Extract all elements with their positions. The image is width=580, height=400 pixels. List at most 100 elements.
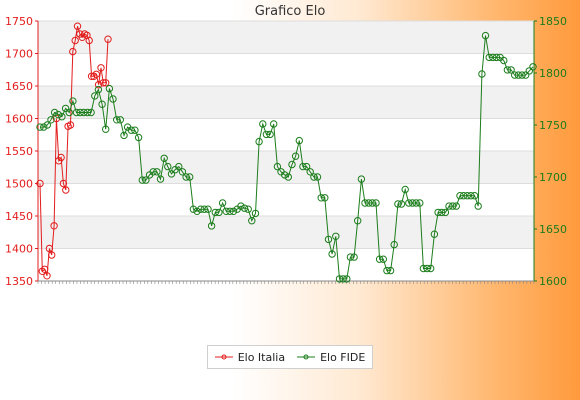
- data-point-elo-fide: [244, 205, 252, 213]
- data-point-elo-fide: [416, 199, 424, 207]
- data-point-elo-fide: [61, 104, 70, 113]
- data-point-elo-fide: [102, 125, 110, 133]
- data-point-elo-fide: [511, 71, 519, 79]
- data-point-elo-italia: [41, 265, 49, 273]
- data-point-elo-fide: [36, 123, 44, 131]
- data-point-elo-fide: [350, 253, 358, 261]
- data-point-elo-italia: [45, 244, 54, 253]
- data-point-elo-fide: [423, 264, 431, 273]
- data-point-elo-italia: [59, 179, 68, 188]
- data-point-elo-fide: [441, 208, 450, 217]
- data-point-elo-italia: [104, 35, 112, 43]
- data-point-elo-fide: [503, 66, 512, 74]
- data-point-elo-fide: [310, 173, 318, 181]
- data-point-elo-italia: [48, 251, 56, 259]
- data-point-elo-fide: [401, 185, 409, 194]
- y-left-tick-label: 1700: [5, 48, 33, 61]
- data-point-elo-fide: [317, 194, 325, 202]
- y-left-tick-label: 1650: [5, 80, 33, 93]
- data-point-elo-fide: [456, 192, 464, 200]
- data-point-elo-fide: [408, 199, 417, 207]
- data-point-elo-fide: [127, 126, 136, 134]
- y-left-tick-label: 1350: [5, 275, 33, 288]
- data-point-elo-fide: [116, 116, 125, 124]
- data-point-elo-italia: [50, 222, 58, 230]
- data-point-elo-fide: [211, 208, 220, 217]
- data-point-elo-fide: [50, 108, 59, 117]
- y-right-tick-label: 1850: [539, 15, 567, 28]
- data-point-elo-fide: [215, 208, 223, 217]
- data-point-elo-italia: [94, 81, 103, 89]
- data-point-elo-fide: [120, 131, 128, 140]
- data-point-elo-fide: [507, 66, 515, 74]
- y-right-tick-label: 1700: [539, 171, 567, 184]
- chart-title: Grafico Elo: [254, 4, 326, 19]
- data-point-elo-fide: [270, 120, 278, 128]
- data-point-elo-fide: [394, 200, 402, 208]
- data-point-elo-fide: [65, 108, 73, 117]
- data-point-elo-fide: [438, 208, 446, 217]
- data-point-elo-italia: [85, 36, 93, 45]
- data-point-elo-fide: [134, 133, 143, 142]
- data-point-elo-fide: [186, 173, 194, 181]
- legend-label-elo-fide: Elo FIDE: [320, 350, 366, 364]
- data-point-elo-fide: [255, 137, 263, 146]
- data-point-elo-fide: [383, 266, 391, 275]
- data-point-elo-fide: [218, 199, 227, 207]
- data-point-elo-fide: [313, 173, 322, 181]
- data-point-elo-italia: [43, 272, 51, 280]
- data-point-elo-fide: [343, 275, 351, 283]
- data-point-elo-fide: [386, 266, 395, 275]
- data-point-elo-fide: [397, 200, 406, 208]
- chart-legend: Elo Italia Elo FIDE: [207, 345, 373, 369]
- data-point-elo-fide: [262, 130, 271, 139]
- legend-swatch-elo-fide-icon: [297, 354, 316, 360]
- data-point-elo-fide: [291, 152, 300, 160]
- data-point-elo-fide: [189, 205, 198, 213]
- data-point-elo-fide: [375, 255, 384, 263]
- data-point-elo-fide: [299, 162, 307, 171]
- y-left-tick-label: 1600: [5, 113, 33, 126]
- legend-swatch-elo-italia-icon: [214, 354, 233, 360]
- data-point-elo-italia: [97, 64, 105, 72]
- data-point-elo-fide: [321, 194, 329, 202]
- data-point-elo-fide: [522, 71, 530, 79]
- data-point-elo-fide: [40, 123, 48, 131]
- data-point-elo-fide: [182, 173, 190, 181]
- data-point-elo-fide: [175, 162, 183, 171]
- data-point-elo-fide: [58, 113, 66, 121]
- data-point-elo-italia: [38, 267, 46, 275]
- data-point-elo-fide: [324, 235, 333, 244]
- data-point-elo-fide: [72, 108, 81, 117]
- y-left-tick-label: 1750: [5, 15, 33, 28]
- data-point-elo-fide: [485, 53, 493, 62]
- data-point-elo-fide: [142, 176, 150, 184]
- data-point-elo-fide: [113, 116, 121, 124]
- data-point-elo-fide: [332, 232, 340, 241]
- data-point-elo-fide: [149, 168, 157, 176]
- data-point-elo-italia: [66, 121, 75, 129]
- data-point-elo-fide: [204, 205, 212, 213]
- data-point-elo-fide: [430, 230, 439, 238]
- data-point-elo-fide: [470, 192, 479, 200]
- data-point-elo-italia: [87, 72, 96, 81]
- y-left-tick-label: 1500: [5, 178, 33, 191]
- data-point-elo-fide: [91, 92, 99, 100]
- data-point-elo-fide: [459, 192, 468, 200]
- data-point-elo-fide: [54, 110, 62, 119]
- data-point-elo-italia: [36, 179, 44, 188]
- y-left-tick-label: 1450: [5, 210, 33, 223]
- data-point-elo-fide: [427, 264, 435, 273]
- data-point-elo-italia: [69, 47, 77, 56]
- data-point-elo-fide: [449, 202, 457, 210]
- data-point-elo-fide: [259, 120, 267, 128]
- data-point-elo-italia: [71, 36, 79, 45]
- grid-band: [38, 21, 534, 54]
- series-line-elo-fide: [40, 35, 534, 280]
- data-point-elo-fide: [240, 204, 249, 212]
- data-point-elo-fide: [164, 162, 172, 171]
- y-right-tick-label: 1650: [539, 223, 567, 236]
- data-point-elo-fide: [200, 205, 209, 213]
- y-right-tick-label: 1750: [539, 119, 567, 132]
